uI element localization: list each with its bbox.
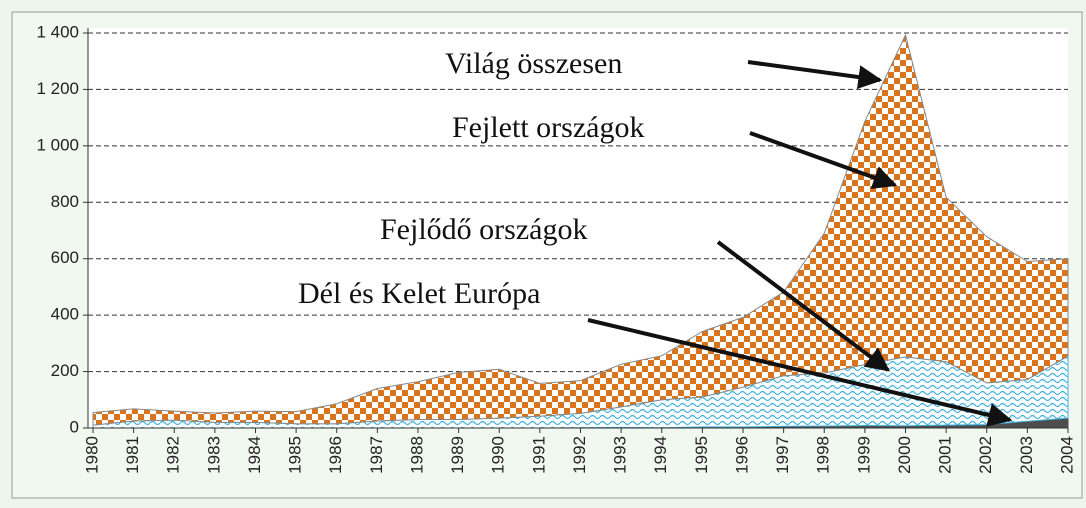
x-tick-label: 2003	[1017, 436, 1036, 474]
x-tick-label: 1983	[204, 436, 223, 474]
x-tick-label: 2000	[895, 436, 914, 474]
annotation: Fejlett országok	[452, 111, 644, 144]
x-tick-label: 1997	[773, 436, 792, 474]
x-tick-label: 1980	[82, 436, 101, 474]
x-tick-label: 1996	[732, 436, 751, 474]
y-tick-label: 1 000	[36, 135, 79, 154]
x-tick-label: 2001	[936, 436, 955, 474]
y-tick-label: 1 200	[36, 79, 79, 98]
arrow	[587, 318, 1013, 427]
x-tick-label: 1993	[611, 436, 630, 474]
x-tick-label: 1989	[448, 436, 467, 474]
y-tick-label: 600	[51, 248, 79, 267]
annotation: Fejlődő országok	[380, 213, 587, 246]
annotation: Dél és Kelet Európa	[298, 277, 540, 310]
x-tick-label: 1987	[367, 436, 386, 474]
y-tick-label: 1 400	[36, 22, 79, 41]
y-tick-label: 400	[51, 305, 79, 324]
x-tick-label: 2002	[976, 436, 995, 474]
x-tick-label: 1986	[326, 436, 345, 474]
x-tick-label: 1994	[651, 436, 670, 474]
x-tick-label: 2004	[1057, 436, 1076, 474]
annotation: Világ összesen	[445, 47, 622, 80]
x-tick-label: 1988	[407, 436, 426, 474]
x-tick-label: 1982	[164, 436, 183, 474]
x-tick-label: 1999	[854, 436, 873, 474]
x-tick-label: 1990	[489, 436, 508, 474]
y-tick-label: 200	[51, 361, 79, 380]
x-tick-label: 1992	[570, 436, 589, 474]
arrow	[749, 131, 898, 190]
y-tick-label: 800	[51, 192, 79, 211]
x-tick-label: 1985	[286, 436, 305, 474]
x-tick-label: 1981	[123, 436, 142, 474]
x-tick-label: 1998	[814, 436, 833, 474]
x-tick-label: 1995	[692, 436, 711, 474]
x-tick-label: 1991	[529, 436, 548, 474]
arrow	[716, 240, 890, 372]
area	[92, 33, 1069, 426]
x-tick-label: 1984	[245, 436, 264, 474]
y-tick-label: 0	[70, 417, 79, 436]
arrow	[747, 60, 883, 89]
